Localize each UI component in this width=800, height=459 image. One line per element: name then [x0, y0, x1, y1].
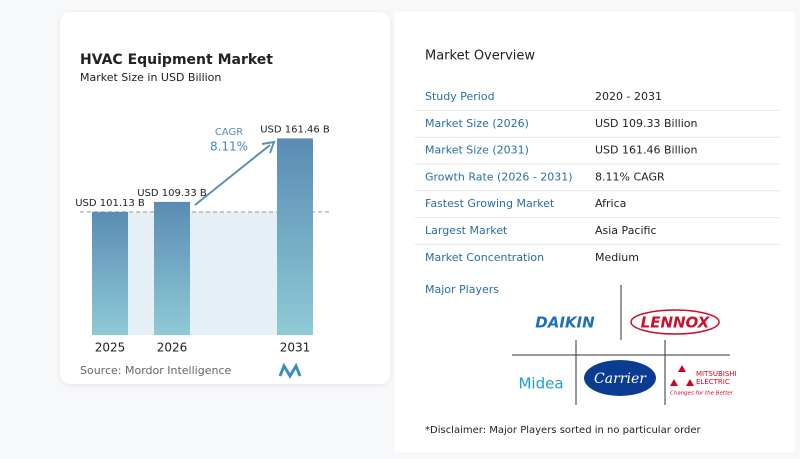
row-value: USD 161.46 Billion: [595, 144, 697, 157]
row-label: Largest Market: [425, 224, 508, 237]
value-label: USD 101.13 B: [75, 198, 145, 209]
row-value: 2020 - 2031: [595, 90, 662, 103]
chart-subtitle: Market Size in USD Billion: [80, 71, 221, 84]
logo-icon: [278, 362, 302, 379]
logo-lennox: LENNOX: [641, 314, 711, 332]
bar: [277, 138, 313, 335]
row-value: Asia Pacific: [595, 224, 657, 237]
row-value: Medium: [595, 251, 639, 264]
value-label: USD 161.46 B: [260, 124, 330, 135]
baseline-area: [128, 211, 277, 335]
x-tick-label: 2025: [95, 341, 126, 355]
logo-frame: [584, 360, 656, 396]
logo-mitsubishi: ELECTRIC: [696, 378, 730, 386]
row-value: USD 109.33 Billion: [595, 117, 697, 130]
row-label: Market Size (2031): [425, 144, 529, 157]
logo-daikin: DAIKIN: [535, 314, 595, 332]
x-tick-label: 2031: [280, 341, 311, 355]
row-label: Fastest Growing Market: [425, 197, 555, 210]
x-tick-label: 2026: [157, 341, 188, 355]
row-label: Market Concentration: [425, 251, 544, 264]
cagr-label: CAGR: [215, 127, 243, 138]
source: Source: Mordor Intelligence: [80, 364, 231, 377]
value-label: USD 109.33 B: [137, 188, 207, 199]
cagr-value: 8.11%: [210, 140, 248, 154]
logo-frame: [630, 309, 720, 335]
disclaimer: *Disclaimer: Major Players sorted in no …: [425, 425, 702, 436]
cagr-arrow: [194, 140, 276, 206]
logo-grid: [512, 285, 730, 405]
row-value: Africa: [595, 197, 626, 210]
row-label: Market Size (2026): [425, 117, 529, 130]
row-label: Study Period: [425, 90, 495, 103]
overview-title: Market Overview: [425, 49, 535, 64]
logo-tagline: Changes for the Better: [670, 391, 734, 397]
logo-mitsubishi: MITSUBISHI: [696, 370, 737, 378]
bar: [92, 211, 128, 335]
chart-title: HVAC Equipment Market: [80, 52, 273, 68]
bar: [154, 201, 190, 335]
players-title: Major Players: [425, 283, 499, 296]
logo-carrier: Carrier: [594, 371, 647, 387]
logo-diamonds: [670, 365, 694, 386]
row-label: Growth Rate (2026 - 2031): [425, 170, 573, 183]
row-value: 8.11% CAGR: [595, 170, 665, 183]
logo-midea: Midea: [518, 375, 563, 393]
